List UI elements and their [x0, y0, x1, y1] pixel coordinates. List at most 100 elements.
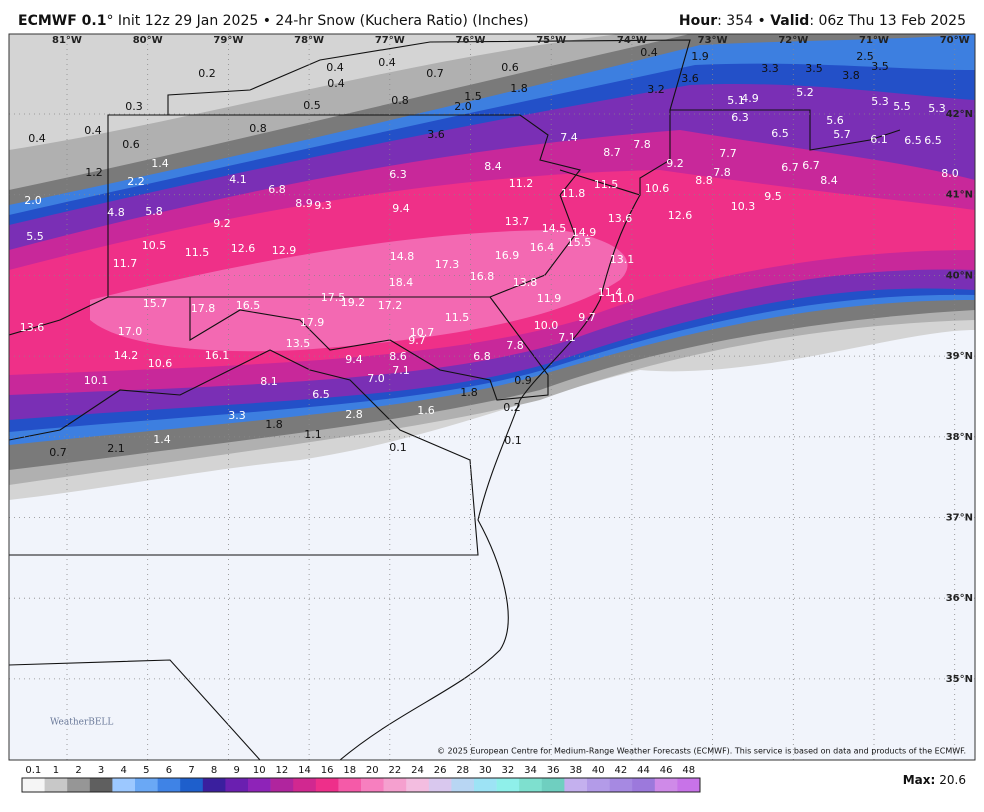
colorbar-label: 8 [211, 765, 217, 776]
snow-label: 1.5 [464, 90, 482, 103]
colorbar-swatch [202, 778, 226, 792]
title-rest: ° Init 12z 29 Jan 2025 • 24-hr Snow (Kuc… [106, 13, 528, 29]
colorbar-label: 28 [456, 765, 469, 776]
snow-label: 14.8 [390, 250, 415, 263]
hour-key: Hour [679, 13, 717, 29]
snow-label: 4.8 [107, 206, 125, 219]
snow-label: 2.0 [454, 100, 472, 113]
snow-label: 8.1 [260, 375, 278, 388]
snow-label: 5.1 [727, 94, 745, 107]
snow-label: 0.4 [84, 124, 102, 137]
snow-label: 3.3 [761, 62, 779, 75]
colorbar-swatch [564, 778, 588, 792]
snow-label: 5.3 [928, 102, 946, 115]
snow-label: 17.5 [321, 291, 346, 304]
snow-label: 3.3 [228, 409, 246, 422]
snow-label: 8.4 [820, 174, 838, 187]
snow-label: 11.7 [113, 257, 138, 270]
snow-label: 0.6 [122, 138, 140, 151]
snow-label: 6.8 [473, 350, 491, 363]
colorbar-swatch [44, 778, 68, 792]
colorbar-swatch [428, 778, 452, 792]
wv-border [9, 296, 109, 336]
colorbar: 0.1 1 2 3 4 5 6 7 8 9 10 12 14 16 18 20 22 24 26 28 30 32 34 36… [21, 765, 701, 793]
snow-label: 17.9 [300, 316, 325, 329]
snow-labels: 0.40.40.40.7 0.60.4 1.90.20.5 0.8 2.01.51.8 3… [20, 46, 959, 459]
snow-label: 14.9 [572, 226, 597, 239]
borders [9, 39, 901, 760]
snow-label: 6.5 [904, 134, 922, 147]
colorbar-frame [21, 777, 701, 793]
title-model: ECMWF 0.1 [18, 13, 106, 29]
snow-label: 12.9 [272, 244, 297, 257]
snow-label: 11.4 [598, 286, 623, 299]
colorbar-label: 9 [234, 765, 240, 776]
ny-border [167, 39, 691, 196]
colorbar-swatch [632, 778, 656, 792]
colorbar-label: 38 [569, 765, 582, 776]
snow-label: 18.4 [389, 276, 414, 289]
snow-label: 4.1 [229, 173, 247, 186]
longitude-label: 78°W [294, 35, 324, 46]
snow-label: 7.8 [633, 138, 651, 151]
snow-label: 16.4 [530, 241, 555, 254]
snow-label: 8.7 [603, 146, 621, 159]
colorbar-swatch [248, 778, 271, 792]
snow-label: 17.8 [191, 302, 216, 315]
snow-label: 0.4 [327, 77, 345, 90]
snow-label: 16.9 [495, 249, 520, 262]
snow-label: 17.0 [118, 325, 143, 338]
snow-label: 15.5 [567, 236, 592, 249]
coast [339, 194, 641, 760]
snow-label: 9.7 [578, 311, 596, 324]
snow-label: 10.5 [142, 239, 167, 252]
colorbar-label: 14 [298, 765, 311, 776]
colorbar-label: 36 [547, 765, 560, 776]
snow-label: 10.6 [645, 182, 670, 195]
colorbar-swatch [180, 778, 204, 792]
snow-label: 6.5 [924, 134, 942, 147]
snow-label: 7.8 [506, 339, 524, 352]
snow-label: 5.7 [833, 128, 851, 141]
colorbar-swatch [496, 778, 520, 792]
latitude-label: 41°N [946, 190, 973, 201]
snow-label: 8.8 [695, 174, 713, 187]
snow-label: 0.3 [125, 100, 143, 113]
latitude-label: 39°N [946, 351, 973, 362]
snow-label: 3.5 [805, 62, 823, 75]
longitude-label: 71°W [859, 35, 889, 46]
snow-label: 1.9 [691, 50, 709, 63]
colorbar-label: 24 [411, 765, 424, 776]
colorbar-label: 40 [592, 765, 605, 776]
snow-label: 15.7 [143, 297, 168, 310]
snow-label: 0.7 [49, 446, 67, 459]
snow-label: 16.5 [236, 299, 261, 312]
colorbar-swatch [89, 778, 113, 792]
colorbar-label: 3 [98, 765, 104, 776]
snow-label: 7.8 [713, 166, 731, 179]
snow-label: 6.3 [389, 168, 407, 181]
colorbar-label: 48 [682, 765, 695, 776]
colorbar-label: 16 [321, 765, 334, 776]
colorbar-swatch [157, 778, 181, 792]
latitude-label: 40°N [946, 270, 973, 281]
colorbar-label: 22 [389, 765, 402, 776]
longitude-label: 77°W [375, 35, 405, 46]
latitude-label: 36°N [946, 593, 973, 604]
snow-label: 6.1 [870, 133, 888, 146]
snow-label: 13.1 [610, 253, 635, 266]
snow-label: 0.6 [501, 61, 519, 74]
snow-label: 3.6 [427, 128, 445, 141]
longitude-label: 74°W [617, 35, 647, 46]
snow-label: 11.0 [610, 292, 635, 305]
longitude-label: 81°W [52, 35, 82, 46]
snow-label: 13.7 [505, 215, 530, 228]
snow-label: 2.1 [107, 442, 125, 455]
snow-label: 10.0 [534, 319, 559, 332]
longitude-label: 70°W [940, 35, 970, 46]
colorbar-swatch [541, 778, 565, 792]
longitude-label: 75°W [536, 35, 566, 46]
map-area: 81°W 80°W 79°W 78°W 77°W 76°W 75°W 74°W 73°W 72°W… [9, 34, 975, 760]
longitude-label: 72°W [778, 35, 808, 46]
